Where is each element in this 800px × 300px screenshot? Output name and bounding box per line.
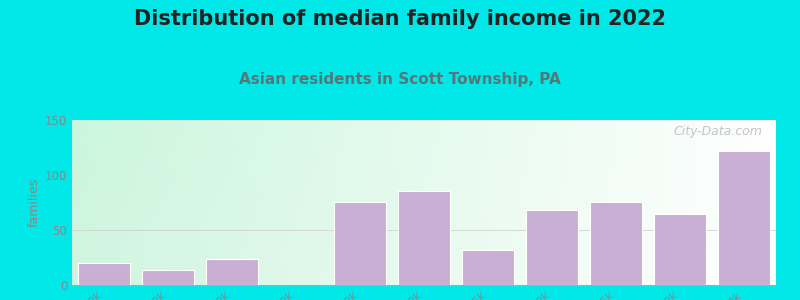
Bar bbox=[590, 202, 642, 285]
Bar bbox=[526, 210, 578, 285]
Bar bbox=[398, 191, 450, 285]
Bar bbox=[654, 214, 706, 285]
Text: City-Data.com: City-Data.com bbox=[673, 125, 762, 138]
Bar bbox=[334, 202, 386, 285]
Text: Distribution of median family income in 2022: Distribution of median family income in … bbox=[134, 9, 666, 29]
Bar bbox=[718, 151, 770, 285]
Bar bbox=[206, 259, 258, 285]
Bar bbox=[78, 263, 130, 285]
Y-axis label: families: families bbox=[28, 178, 41, 227]
Bar bbox=[462, 250, 514, 285]
Text: Asian residents in Scott Township, PA: Asian residents in Scott Township, PA bbox=[239, 72, 561, 87]
Bar bbox=[142, 270, 194, 285]
